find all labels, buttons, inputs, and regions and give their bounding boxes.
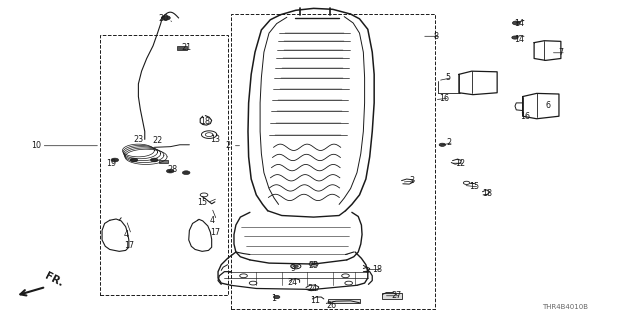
Text: 16: 16 bbox=[520, 112, 530, 121]
Text: 13: 13 bbox=[210, 135, 220, 144]
Bar bbox=[383, 293, 401, 299]
Text: 19: 19 bbox=[106, 159, 116, 168]
Bar bbox=[231, 14, 435, 309]
Circle shape bbox=[439, 143, 445, 146]
Circle shape bbox=[512, 36, 518, 39]
Text: 4: 4 bbox=[209, 216, 214, 225]
Text: 1: 1 bbox=[271, 294, 276, 303]
Circle shape bbox=[161, 16, 170, 20]
Text: 17: 17 bbox=[124, 241, 134, 250]
Text: THR4B4010B: THR4B4010B bbox=[542, 304, 588, 310]
Text: 14: 14 bbox=[514, 19, 524, 28]
Text: 7: 7 bbox=[558, 48, 563, 57]
Text: 28: 28 bbox=[167, 165, 177, 174]
Text: 9: 9 bbox=[291, 264, 296, 273]
Text: 22: 22 bbox=[152, 136, 163, 146]
Text: 15: 15 bbox=[469, 182, 479, 191]
Circle shape bbox=[312, 263, 316, 265]
Text: 6: 6 bbox=[546, 101, 550, 110]
Text: 10: 10 bbox=[31, 141, 42, 150]
Text: 2: 2 bbox=[446, 138, 451, 147]
Text: 23: 23 bbox=[133, 135, 143, 144]
Circle shape bbox=[166, 169, 174, 173]
Bar bbox=[177, 46, 187, 50]
Circle shape bbox=[273, 295, 280, 299]
Circle shape bbox=[150, 158, 158, 162]
Text: 14: 14 bbox=[514, 35, 524, 44]
Text: 11: 11 bbox=[310, 296, 320, 305]
Bar bbox=[100, 35, 228, 295]
Circle shape bbox=[111, 158, 118, 162]
Text: 26: 26 bbox=[326, 301, 337, 310]
Text: 24: 24 bbox=[287, 278, 298, 287]
Circle shape bbox=[293, 265, 298, 268]
Text: 21: 21 bbox=[181, 43, 191, 52]
Text: 20: 20 bbox=[159, 14, 169, 23]
Text: 4: 4 bbox=[124, 230, 129, 239]
Circle shape bbox=[182, 171, 190, 175]
Text: 2: 2 bbox=[225, 141, 230, 150]
Text: 18: 18 bbox=[482, 189, 492, 198]
Bar bbox=[328, 299, 360, 303]
Circle shape bbox=[513, 21, 520, 25]
Text: 12: 12 bbox=[455, 159, 465, 168]
Text: 8: 8 bbox=[433, 32, 438, 41]
Text: 17: 17 bbox=[210, 228, 220, 237]
Text: FR.: FR. bbox=[43, 270, 65, 288]
Text: 5: 5 bbox=[445, 73, 450, 82]
Circle shape bbox=[130, 158, 138, 162]
Text: 18: 18 bbox=[200, 117, 211, 126]
Text: 15: 15 bbox=[197, 198, 207, 207]
Text: 27: 27 bbox=[391, 291, 401, 300]
Text: 18: 18 bbox=[372, 265, 382, 274]
Bar bbox=[159, 160, 168, 163]
Text: 3: 3 bbox=[410, 176, 415, 185]
Text: 24: 24 bbox=[307, 284, 317, 293]
Text: 25: 25 bbox=[308, 261, 319, 270]
Text: 16: 16 bbox=[439, 94, 449, 103]
